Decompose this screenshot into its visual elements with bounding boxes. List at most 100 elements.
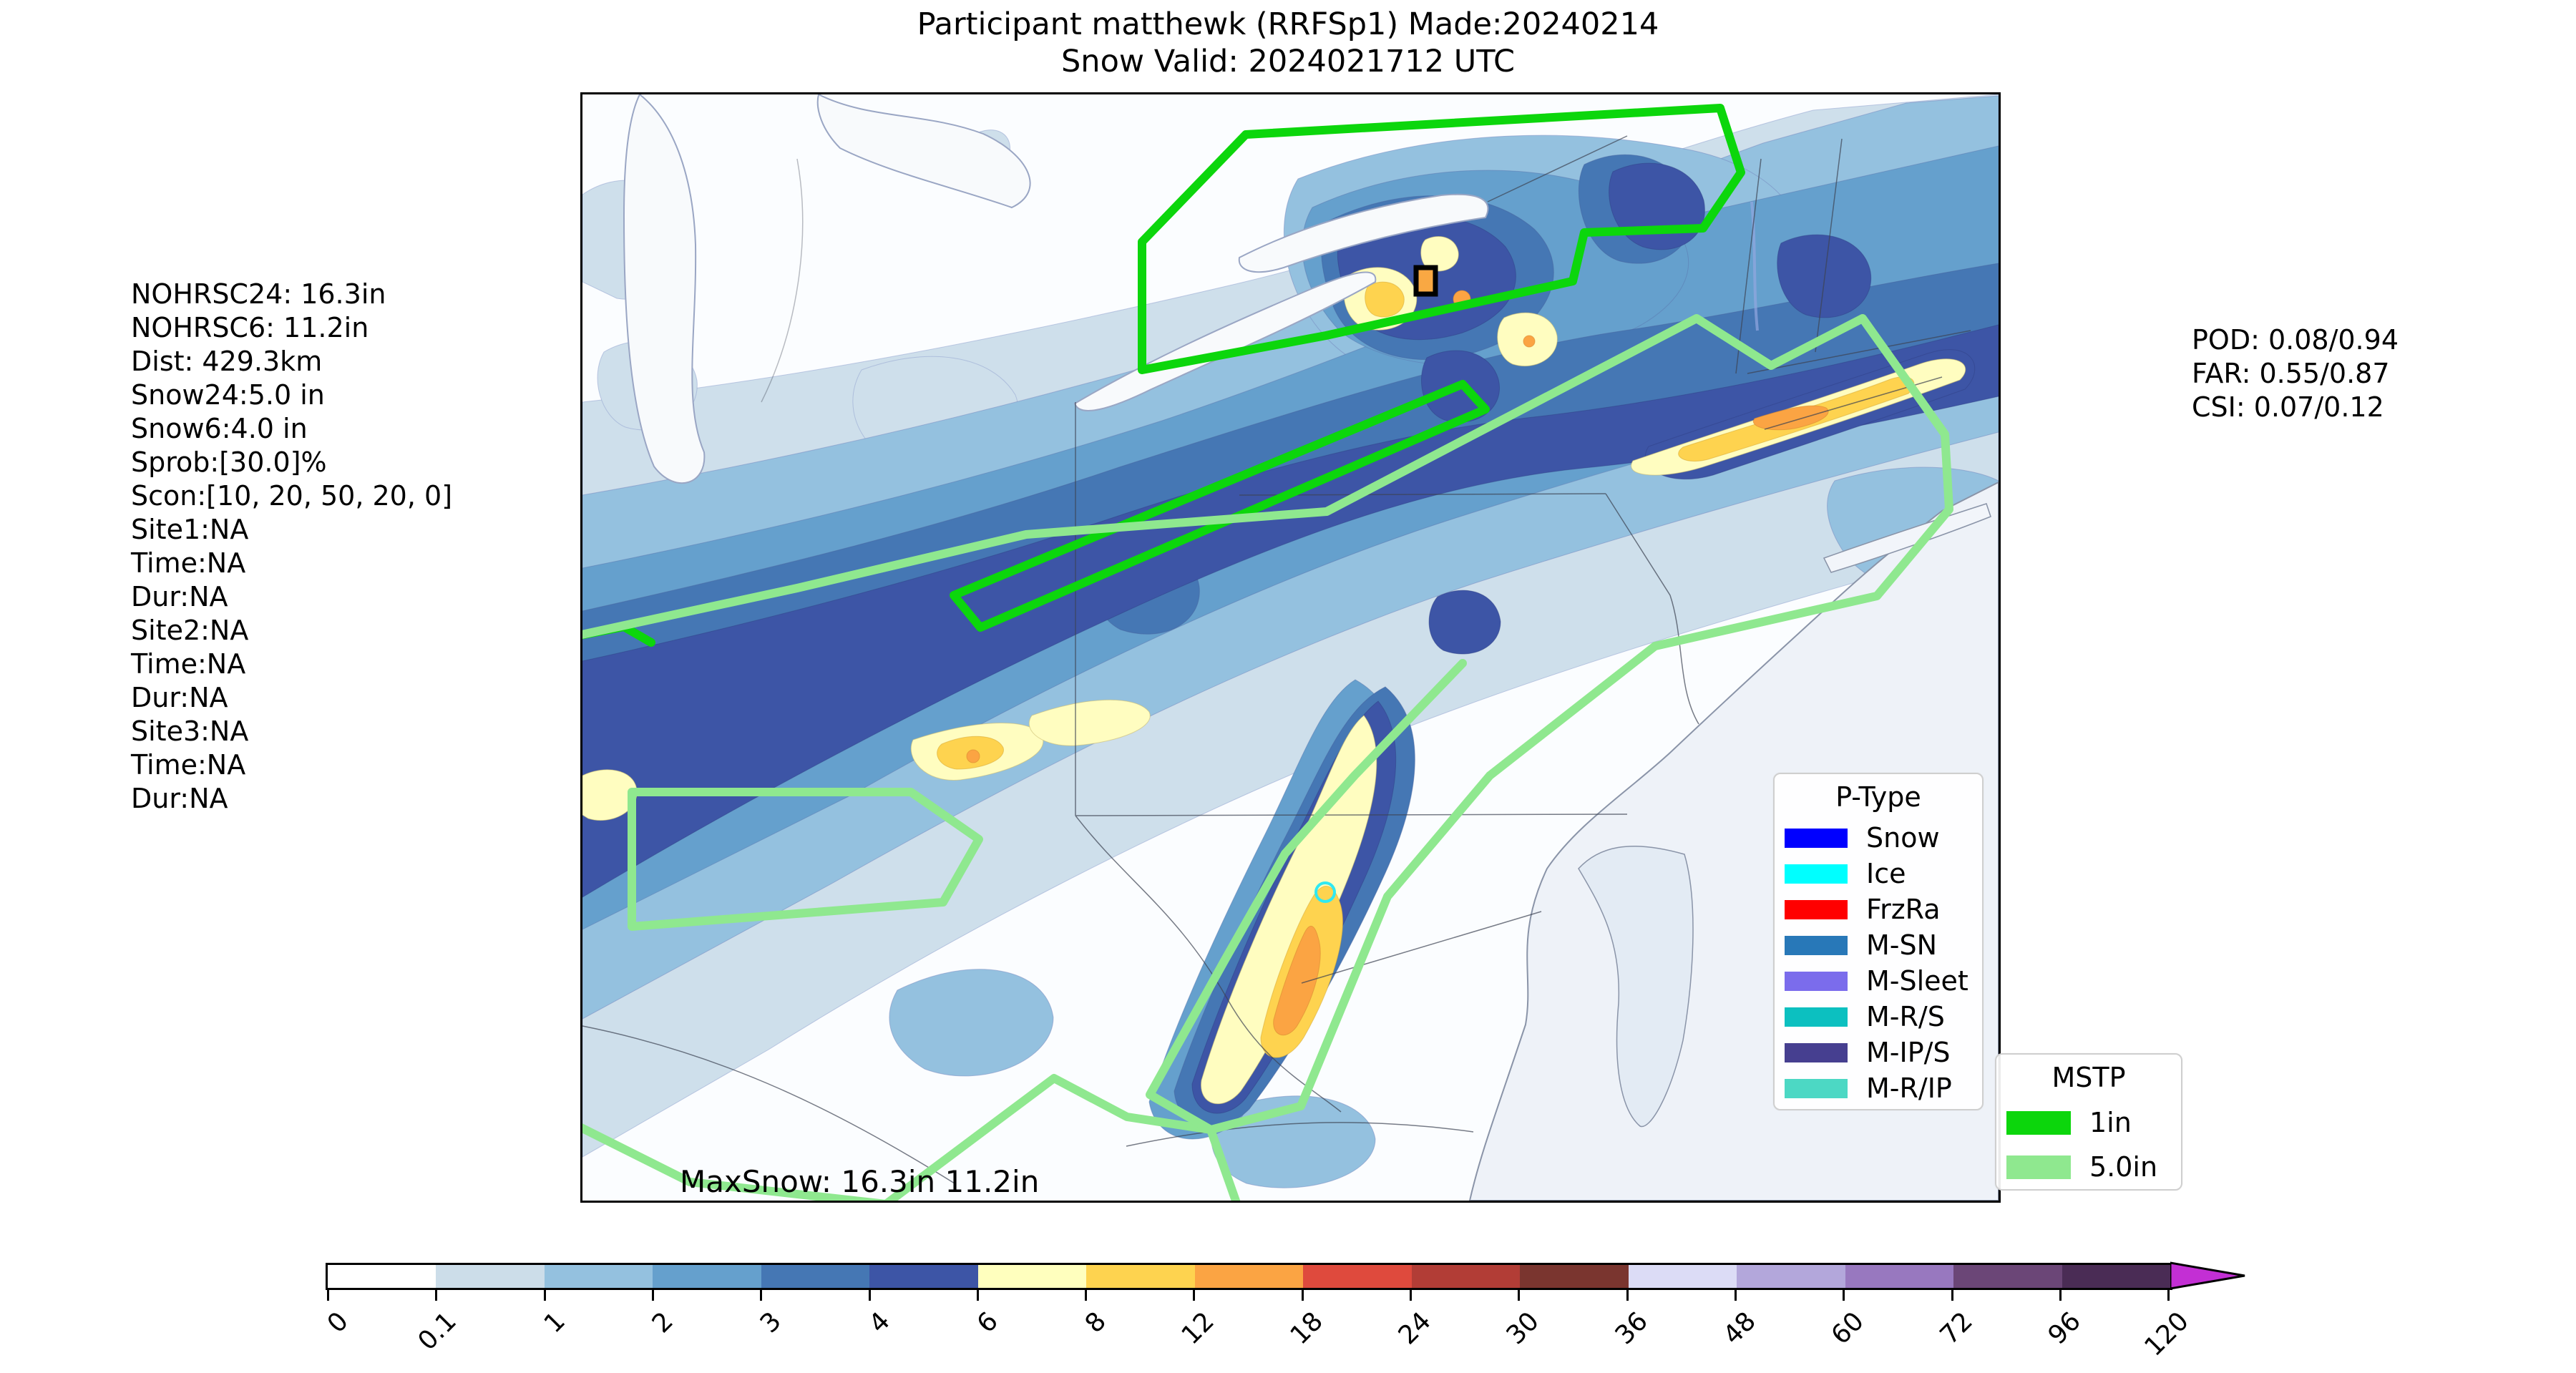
ptype-label-FrzRa: FrzRa [1866, 894, 1941, 925]
stat-line-left-11: Time:NA [131, 648, 246, 680]
mstp-legend: MSTP 1in 5.0in [1995, 1053, 2182, 1191]
colorbar-tick-24 [1410, 1289, 1412, 1301]
colorbar [326, 1263, 2172, 1290]
colorbar-tick-label-72: 72 [1934, 1306, 1979, 1351]
colorbar-tick-label-24: 24 [1392, 1306, 1437, 1351]
stat-line-left-9: Dur:NA [131, 581, 228, 612]
ptype-item-M-R/IP: M-R/IP [1785, 1070, 1982, 1106]
ptype-swatch-M-IP/S [1785, 1042, 1848, 1062]
lake-erie [1073, 271, 1377, 411]
colorbar-tick-6 [976, 1289, 979, 1301]
mstp-swatch-5.0in [2006, 1155, 2071, 1179]
stat-line-left-12: Dur:NA [131, 682, 228, 713]
ptype-label-M-R/S: M-R/S [1866, 1001, 1945, 1032]
state-borders [582, 135, 1971, 1184]
ptype-swatch-M-SN [1785, 935, 1848, 955]
stats-right-block: POD: 0.08/0.94 FAR: 0.55/0.87 CSI: 0.07/0.… [2192, 323, 2399, 424]
colorbar-tick-label-96: 96 [2042, 1306, 2087, 1351]
colorbar-tick-36 [1626, 1289, 1629, 1301]
stat-line-left-4: Snow6:4.0 in [131, 413, 308, 444]
colorbar-tick-label-2: 2 [646, 1306, 679, 1339]
mstp-5in-polygons [582, 314, 1953, 1201]
ptype-swatch-Ice [1785, 864, 1848, 884]
ptype-label-M-SN: M-SN [1866, 929, 1938, 961]
colorbar-tick-18 [1301, 1289, 1304, 1301]
stat-line-left-14: Time:NA [131, 749, 246, 781]
colorbar-segment-2-3 [653, 1265, 761, 1288]
ptype-label-Snow: Snow [1866, 822, 1940, 854]
lake-ontario [1238, 193, 1489, 273]
mstp-legend-title: MSTP [2051, 1062, 2126, 1093]
colorbar-tick-60 [1843, 1289, 1845, 1301]
ptype-legend: P-Type Snow Ice FrzRa M-SN M-Sleet M-R/S M-IP/… [1773, 773, 1984, 1110]
ptype-label-M-Sleet: M-Sleet [1866, 965, 1968, 997]
ice-contour-ring [1314, 881, 1336, 903]
colorbar-segment-12-18 [1194, 1265, 1304, 1288]
lake-huron [816, 94, 1031, 209]
snowfall-contour-map [582, 94, 1999, 1201]
delmarva-peninsula [1578, 846, 1694, 1128]
long-island [1823, 503, 1991, 573]
stat-line-left-6: Scon:[10, 20, 50, 20, 0] [131, 480, 453, 512]
ptype-swatch-Snow [1785, 828, 1848, 848]
stat-line-left-1: NOHRSC6: 11.2in [131, 312, 369, 343]
ptype-item-M-R/S: M-R/S [1785, 999, 1982, 1035]
colorbar-tick-72 [1951, 1289, 1953, 1301]
colorbar-tick-48 [1734, 1289, 1737, 1301]
stat-line-left-8: Time:NA [131, 547, 246, 579]
ptype-item-M-SN: M-SN [1785, 927, 1982, 963]
colorbar-segment-30-36 [1520, 1265, 1629, 1288]
stat-line-left-10: Site2:NA [131, 615, 249, 646]
mstp-label-5.0in: 5.0in [2089, 1151, 2158, 1183]
ptype-swatch-M-R/S [1785, 1007, 1848, 1027]
ptype-swatch-FrzRa [1785, 899, 1848, 919]
stat-line-left-3: Snow24:5.0 in [131, 379, 325, 411]
colorbar-tick-label-120: 120 [2139, 1306, 2195, 1362]
colorbar-tick-8 [1085, 1289, 1088, 1301]
ptype-legend-title: P-Type [1835, 781, 1921, 813]
stat-line-left-5: Sprob:[30.0]% [131, 446, 327, 478]
colorbar-tick-96 [2059, 1289, 2062, 1301]
colorbar-tick-label-60: 60 [1825, 1306, 1870, 1351]
colorbar-tick-4 [868, 1289, 871, 1301]
colorbar-segment-0-0.1 [328, 1265, 436, 1288]
stat-line-right-1: FAR: 0.55/0.87 [2192, 358, 2390, 389]
colorbar-segment-8-12 [1086, 1265, 1195, 1288]
stat-line-left-2: Dist: 429.3km [131, 346, 323, 377]
colorbar-tick-1 [543, 1289, 546, 1301]
colorbar-tick-label-4: 4 [863, 1306, 896, 1339]
colorbar-segment-24-30 [1411, 1265, 1521, 1288]
colorbar-tick-label-1: 1 [538, 1306, 571, 1339]
colorbar-segment-48-60 [1737, 1265, 1845, 1288]
mstp-legend-items: 1in 5.0in [2006, 1100, 2181, 1189]
ptype-label-M-IP/S: M-IP/S [1866, 1037, 1951, 1068]
title-line-2: Snow Valid: 2024021712 UTC [1061, 44, 1515, 79]
great-lakes [623, 94, 1489, 484]
colorbar-segment-3-4 [761, 1265, 870, 1288]
max-snow-marker [1413, 265, 1438, 297]
stat-line-left-7: Site1:NA [131, 514, 249, 545]
colorbar-segment-4-6 [869, 1265, 978, 1288]
colorbar-tick-label-36: 36 [1609, 1306, 1654, 1351]
mstp-item-5.0in: 5.0in [2006, 1145, 2181, 1189]
figure-title: Participant matthewk (RRFSp1) Made:20240… [0, 6, 2576, 80]
colorbar-tick-label-0.1: 0.1 [412, 1306, 463, 1357]
title-line-1: Participant matthewk (RRFSp1) Made:20240… [917, 6, 1659, 42]
stat-line-left-15: Dur:NA [131, 783, 228, 814]
colorbar-tick-label-18: 18 [1284, 1306, 1329, 1351]
ptype-label-Ice: Ice [1866, 858, 1906, 889]
stats-left-block: NOHRSC24: 16.3in NOHRSC6: 11.2in Dist: 429… [131, 278, 452, 816]
ptype-swatch-M-Sleet [1785, 971, 1848, 991]
colorbar-tick-0 [327, 1289, 329, 1301]
ptype-item-M-IP/S: M-IP/S [1785, 1035, 1982, 1070]
colorbar-extend-arrow [2170, 1261, 2245, 1290]
colorbar-tick-3 [760, 1289, 763, 1301]
ptype-label-M-R/IP: M-R/IP [1866, 1072, 1952, 1104]
colorbar-segment-18-24 [1303, 1265, 1412, 1288]
mstp-label-1in: 1in [2089, 1107, 2132, 1138]
colorbar-tick-label-48: 48 [1717, 1306, 1762, 1351]
map-canvas [580, 92, 2001, 1203]
colorbar-segment-1-2 [544, 1265, 653, 1288]
ptype-item-Ice: Ice [1785, 856, 1982, 891]
colorbar-tick-30 [1518, 1289, 1521, 1301]
